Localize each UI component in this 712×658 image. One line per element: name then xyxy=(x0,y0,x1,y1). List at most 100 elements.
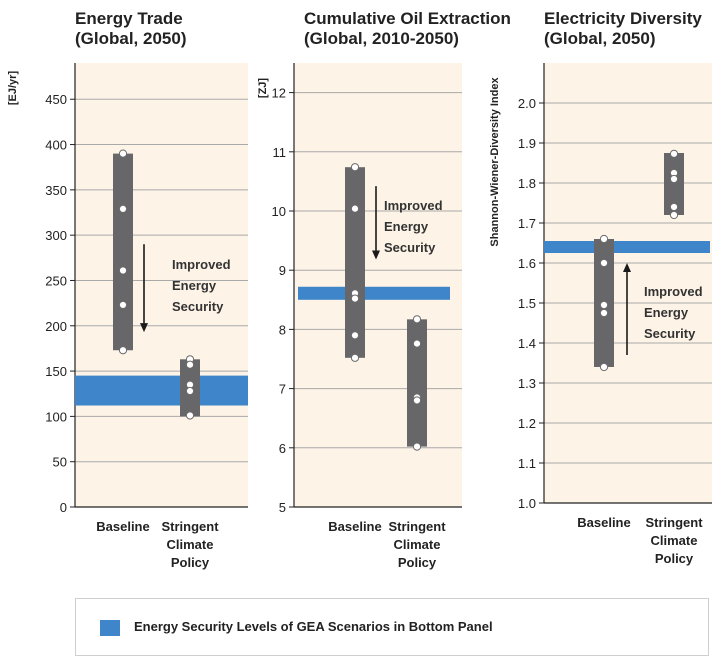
data-point xyxy=(350,353,360,362)
category-label: Policy xyxy=(655,551,694,566)
category-label: Stringent xyxy=(388,519,446,534)
data-point xyxy=(118,266,128,275)
annotation-arrowhead xyxy=(372,250,380,260)
data-point xyxy=(669,174,679,184)
y-tick-label: 8 xyxy=(279,322,286,337)
data-point xyxy=(599,308,609,318)
category-label: Baseline xyxy=(577,515,630,530)
panel-title: (Global, 2050) xyxy=(75,29,186,48)
panel-title: Cumulative Oil Extraction xyxy=(304,9,511,28)
y-tick-label: 1.0 xyxy=(518,496,536,511)
y-tick-label: 6 xyxy=(279,441,286,456)
category-label: Baseline xyxy=(328,519,381,534)
annotation-arrowhead xyxy=(623,263,631,272)
legend-swatch xyxy=(100,620,120,636)
panel-2: Cumulative Oil Extraction(Global, 2010-2… xyxy=(257,9,511,570)
data-point xyxy=(118,346,128,355)
category-label: Stringent xyxy=(161,519,219,534)
security-band xyxy=(75,375,248,406)
category-label: Policy xyxy=(398,555,437,570)
y-tick-label: 12 xyxy=(272,86,286,101)
y-tick-label: 1.7 xyxy=(518,216,536,231)
y-tick-label: 7 xyxy=(279,382,286,397)
data-point xyxy=(412,442,422,451)
range-bar-stringent xyxy=(664,153,684,215)
annotation-text: Improved xyxy=(644,284,703,299)
data-point xyxy=(185,360,195,369)
y-tick-label: 1.1 xyxy=(518,456,536,471)
y-tick-label: 400 xyxy=(45,138,67,153)
y-tick-label: 1.4 xyxy=(518,336,536,351)
legend: Energy Security Levels of GEA Scenarios … xyxy=(75,598,709,656)
y-tick-label: 250 xyxy=(45,273,67,288)
data-point xyxy=(118,300,128,310)
annotation-text: Improved xyxy=(384,198,443,213)
panel-title: Electricity Diversity xyxy=(544,9,702,28)
annotation-text: Energy xyxy=(644,305,689,320)
y-axis-label: [EJ/yr] xyxy=(7,71,19,106)
data-point xyxy=(669,210,679,220)
legend-label: Energy Security Levels of GEA Scenarios … xyxy=(134,619,493,634)
y-tick-label: 300 xyxy=(45,228,67,243)
category-label: Policy xyxy=(171,555,210,570)
y-tick-label: 5 xyxy=(279,500,286,515)
data-point xyxy=(599,300,609,310)
security-band xyxy=(298,286,450,300)
category-label: Climate xyxy=(167,537,214,552)
annotation-text: Security xyxy=(172,299,224,314)
panel-title: Energy Trade xyxy=(75,9,183,28)
y-tick-label: 350 xyxy=(45,183,67,198)
annotation-text: Improved xyxy=(172,257,231,272)
plot-area xyxy=(544,63,712,503)
plot-area xyxy=(75,63,248,507)
y-tick-label: 2.0 xyxy=(518,96,536,111)
annotation-text: Energy xyxy=(384,219,429,234)
data-point xyxy=(412,315,422,324)
y-tick-label: 0 xyxy=(60,500,67,515)
security-band xyxy=(544,241,710,253)
y-tick-label: 1.2 xyxy=(518,416,536,431)
data-point xyxy=(599,234,609,244)
y-tick-label: 1.3 xyxy=(518,376,536,391)
annotation-text: Security xyxy=(384,240,436,255)
annotation-text: Security xyxy=(644,326,696,341)
panel-3: Electricity Diversity(Global, 2050) 1.0 1.… xyxy=(489,9,712,566)
data-point xyxy=(599,258,609,268)
range-bar-stringent xyxy=(407,319,427,447)
panel-title: (Global, 2010-2050) xyxy=(304,29,459,48)
plot-area xyxy=(294,63,462,507)
range-bar-baseline xyxy=(345,167,365,358)
y-tick-label: 200 xyxy=(45,319,67,334)
category-label: Climate xyxy=(394,537,441,552)
data-point xyxy=(350,294,360,303)
y-tick-label: 9 xyxy=(279,263,286,278)
y-tick-label: 1.8 xyxy=(518,176,536,191)
y-tick-label: 11 xyxy=(273,145,287,160)
y-tick-label: 150 xyxy=(45,364,67,379)
panel-1: Energy Trade(Global, 2050) 0 50 100 150 200 25… xyxy=(7,9,248,570)
data-point xyxy=(412,339,422,348)
data-point xyxy=(412,396,422,405)
y-tick-label: 100 xyxy=(45,409,67,424)
y-tick-label: 1.9 xyxy=(518,136,536,151)
data-point xyxy=(350,204,360,213)
category-label: Stringent xyxy=(645,515,703,530)
data-point xyxy=(350,163,360,172)
data-point xyxy=(669,202,679,212)
panel-title: (Global, 2050) xyxy=(544,29,655,48)
y-tick-label: 1.6 xyxy=(518,256,536,271)
data-point xyxy=(599,362,609,372)
data-point xyxy=(118,149,128,158)
y-tick-label: 1.5 xyxy=(518,296,536,311)
category-label: Climate xyxy=(651,533,698,548)
range-bar-baseline xyxy=(113,153,133,351)
y-axis-label: [ZJ] xyxy=(257,78,269,99)
data-point xyxy=(669,149,679,158)
y-tick-label: 10 xyxy=(272,204,286,219)
data-point xyxy=(185,386,195,396)
data-point xyxy=(185,411,195,420)
category-label: Baseline xyxy=(96,519,149,534)
y-axis-label: Shannon-Wiener-Diversity Index xyxy=(489,77,501,247)
annotation-arrowhead xyxy=(140,323,148,333)
